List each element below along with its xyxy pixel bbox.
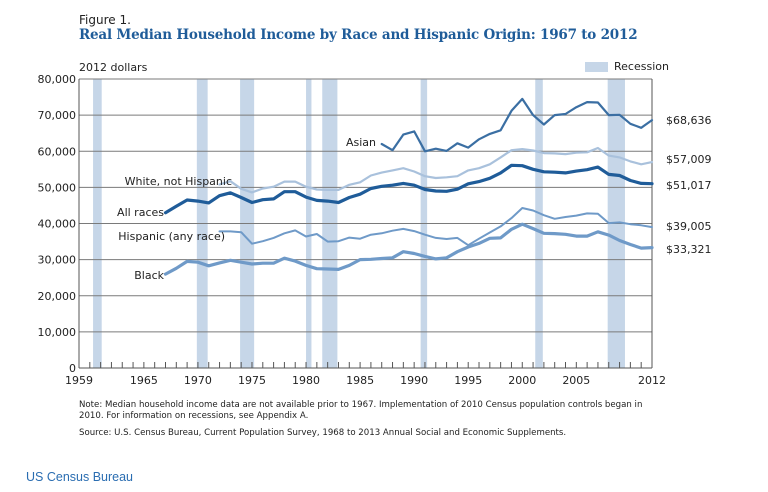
chart-note: Note: Median household income data are n… — [79, 400, 643, 421]
y-tick-label: 60,000 — [38, 145, 77, 158]
y-tick-label: 30,000 — [38, 254, 77, 267]
y-tick-label: 80,000 — [38, 73, 77, 86]
x-tick-label: 1959 — [65, 374, 93, 387]
y-tick-label: 40,000 — [38, 218, 77, 231]
chart-svg: 0 10,000 20,000 30,000 40,000 50,000 60,000 70,… — [38, 73, 712, 387]
figure-label: Figure 1. — [79, 13, 131, 27]
series-line-black — [163, 222, 654, 276]
y-axis-label: 2012 dollars — [79, 61, 148, 74]
legend: Recession — [585, 60, 669, 73]
series-line-asian — [380, 97, 654, 153]
chart-title: Real Median Household Income by Race and… — [79, 27, 638, 43]
end-value-label-hispanic-any-race: $39,005 — [666, 220, 712, 233]
legend-recession-swatch — [585, 61, 608, 72]
chart-source: Source: U.S. Census Bureau, Current Popu… — [79, 428, 567, 438]
series-labels: Asian $68,636 White, not Hispanic $57,009 Al… — [117, 114, 711, 282]
series-label-asian: Asian — [346, 136, 376, 149]
x-tick-label: 1980 — [292, 374, 320, 387]
series-lines — [163, 97, 654, 276]
series-line-all-races — [163, 163, 654, 215]
x-tick-label: 2000 — [508, 374, 536, 387]
end-value-label-asian: $68,636 — [666, 114, 712, 127]
image-credit: US Census Bureau — [26, 470, 134, 484]
y-tick-label: 50,000 — [38, 181, 77, 194]
x-tick-label: 1970 — [184, 374, 212, 387]
x-tick-label: 1965 — [130, 374, 158, 387]
series-line-white-not-hispanic — [218, 146, 654, 194]
x-tick-label: 1990 — [400, 374, 428, 387]
series-label-hispanic-any-race: Hispanic (any race) — [118, 230, 225, 243]
x-tick-label: 1985 — [346, 374, 374, 387]
end-value-label-all-races: $51,017 — [666, 179, 712, 192]
x-tick-label: 1975 — [238, 374, 266, 387]
end-value-label-black: $33,321 — [666, 243, 712, 256]
series-label-black: Black — [134, 269, 164, 282]
x-tick-label: 1995 — [454, 374, 482, 387]
gridlines — [79, 78, 652, 333]
axes: 0 10,000 20,000 30,000 40,000 50,000 60,000 70,… — [38, 73, 667, 387]
series-label-white-not-hispanic: White, not Hispanic — [125, 175, 232, 188]
y-tick-label: 20,000 — [38, 290, 77, 303]
series-label-all-races: All races — [117, 206, 164, 219]
series-line-hispanic-any-race — [218, 207, 653, 247]
y-tick-label: 70,000 — [38, 109, 77, 122]
x-tick-label: 2012 — [638, 374, 666, 387]
legend-recession-label: Recession — [614, 60, 669, 73]
y-tick-label: 10,000 — [38, 326, 77, 339]
y-tick-label: 0 — [69, 362, 76, 375]
end-value-label-white-not-hispanic: $57,009 — [666, 153, 712, 166]
x-tick-label: 2005 — [562, 374, 590, 387]
